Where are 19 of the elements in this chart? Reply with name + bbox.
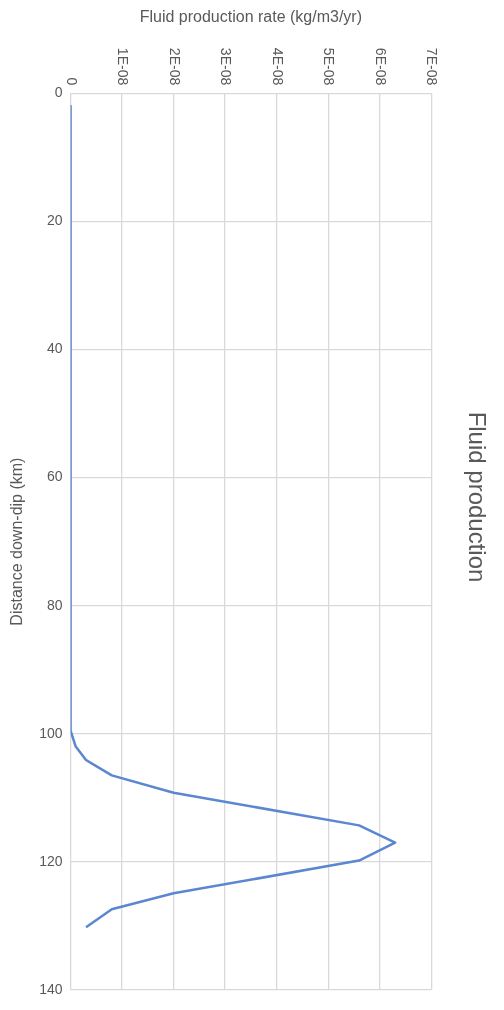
y-tick-label: 80 [46,596,63,613]
y-tick-label: 140 [39,980,63,997]
x-tick-label: 5E-08 [321,47,338,86]
x-tick-label: 1E-08 [115,47,132,86]
x-tick-label: 4E-08 [269,47,286,86]
x-tick-label: 6E-08 [372,47,389,86]
y-axis-title: Distance down-dip (km) [8,457,26,626]
y-tick-label: 20 [46,212,63,229]
x-tick-label: 2E-08 [166,47,183,86]
x-tick-label: 0 [63,77,80,86]
y-tick-label: 100 [39,724,63,741]
x-tick-label: 3E-08 [218,47,235,86]
y-tick-label: 40 [46,340,63,357]
y-tick-label: 60 [46,468,63,485]
y-tick-label: 120 [39,852,63,869]
text: Fluid production [463,411,491,583]
x-axis-title: Fluid production rate (kg/m3/yr) [139,8,363,26]
y-tick-label: 0 [54,84,63,101]
x-tick-label: 7E-08 [424,47,441,86]
